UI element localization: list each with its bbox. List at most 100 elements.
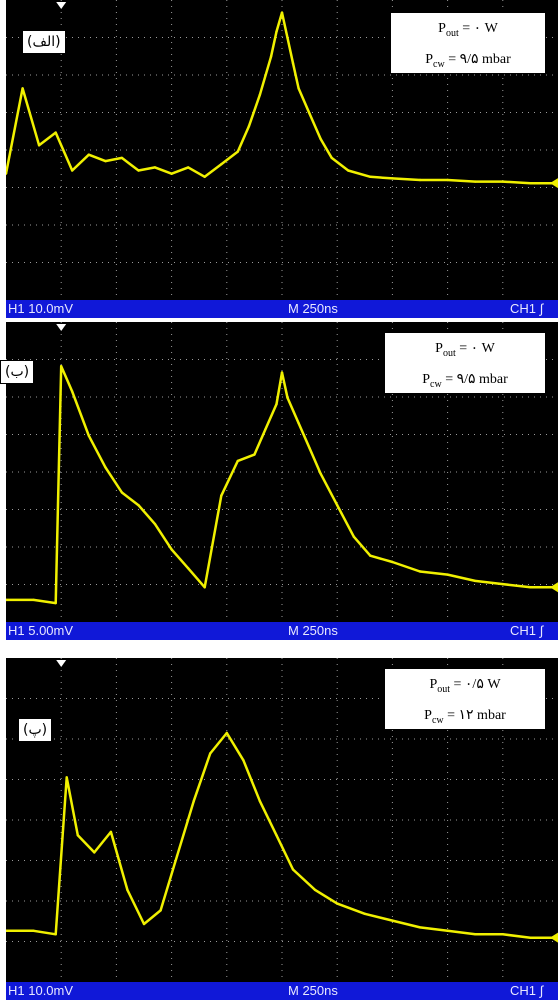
- legend-pout-subscript: out: [445, 27, 459, 39]
- timebase-pe: M 250ns: [288, 983, 338, 998]
- data-point: [220, 163, 223, 166]
- data-point: [32, 929, 35, 932]
- data-point: [275, 834, 278, 837]
- data-point: [209, 752, 212, 755]
- data-point: [54, 933, 57, 936]
- data-point: [501, 180, 504, 183]
- data-point: [275, 30, 278, 33]
- data-point: [391, 177, 394, 180]
- data-point: [142, 922, 146, 926]
- trigger-position-icon: [56, 324, 67, 331]
- legend-pout-alef: Pout = ۰ W: [397, 16, 539, 47]
- legend-pcw-subscript: cw: [433, 58, 445, 70]
- data-point: [297, 421, 300, 425]
- data-point: [369, 175, 372, 178]
- legend-pcw-pe: Pcw = ۱۲ mbar: [391, 703, 539, 734]
- data-point: [347, 169, 350, 172]
- data-point: [137, 504, 140, 507]
- trigger-level-icon: [550, 178, 558, 189]
- data-point: [87, 153, 91, 156]
- data-point: [153, 166, 157, 169]
- data-point: [104, 159, 107, 163]
- data-point: [313, 888, 317, 892]
- data-point: [418, 178, 422, 182]
- legend-box-pe: Pout = ۰/۵ W Pcw = ۱۲ mbar: [384, 668, 546, 730]
- data-point: [529, 586, 532, 589]
- data-point: [529, 936, 532, 939]
- data-point: [54, 131, 57, 134]
- legend-box-be: Pout = ۰ W Pcw = ۹/۵ mbar: [384, 332, 546, 394]
- panel-label-be: (ب): [0, 360, 35, 384]
- data-point: [220, 494, 223, 497]
- legend-box-alef: Pout = ۰ W Pcw = ۹/۵ mbar: [390, 12, 546, 74]
- data-point: [76, 834, 80, 837]
- data-point: [308, 112, 311, 115]
- data-point: [71, 169, 74, 172]
- legend-pout-subscript: out: [437, 683, 451, 695]
- data-point: [446, 178, 449, 182]
- data-point: [297, 87, 300, 90]
- data-point: [203, 175, 206, 178]
- data-point: [54, 601, 57, 605]
- legend-pcw-symbol: P: [424, 707, 432, 723]
- data-point: [159, 909, 162, 912]
- legend-pout-value: = ۰ W: [462, 21, 498, 36]
- data-point: [6, 598, 8, 602]
- data-point: [336, 504, 339, 507]
- data-point: [363, 912, 366, 915]
- trigger-alef: CH1 ∫: [510, 301, 544, 316]
- channel-scale-be: H1 5.00mV: [8, 623, 74, 638]
- data-point: [286, 396, 289, 399]
- data-point: [187, 166, 190, 169]
- data-point: [258, 800, 262, 803]
- data-point: [104, 466, 107, 469]
- data-point: [242, 759, 245, 762]
- legend-pcw-value: = ۱۲ mbar: [447, 707, 506, 723]
- data-point: [418, 570, 422, 573]
- panel-label-alef: (الف): [22, 30, 66, 54]
- data-point: [65, 776, 68, 779]
- data-point: [418, 926, 422, 929]
- timebase-alef: M 250ns: [288, 301, 338, 316]
- data-point: [109, 830, 113, 834]
- data-point: [474, 579, 477, 583]
- timebase-be: M 250ns: [288, 623, 338, 638]
- data-point: [258, 93, 262, 96]
- data-point: [120, 156, 124, 160]
- data-point: [286, 36, 289, 40]
- legend-pcw-be: Pcw = ۹/۵ mbar: [391, 367, 539, 398]
- data-point: [501, 582, 504, 586]
- data-point: [153, 522, 157, 526]
- data-point: [308, 447, 311, 450]
- legend-pout-symbol: P: [429, 677, 438, 692]
- data-point: [187, 567, 190, 570]
- data-point: [352, 535, 355, 538]
- data-point: [264, 428, 267, 431]
- trigger-pe: CH1 ∫: [510, 983, 544, 998]
- data-point: [170, 172, 173, 175]
- data-point: [37, 144, 41, 147]
- data-point: [192, 800, 195, 803]
- trigger-position-icon: [56, 2, 67, 9]
- data-point: [474, 933, 477, 936]
- data-point: [369, 554, 372, 557]
- trigger-level-icon: [550, 582, 558, 593]
- data-point: [474, 180, 477, 183]
- data-point: [126, 888, 129, 892]
- scope-panel-alef: (الف) Pout = ۰ W Pcw = ۹/۵ mbar H1 10.0m…: [6, 0, 558, 318]
- data-point: [319, 137, 322, 141]
- legend-pcw-subscript: cw: [430, 378, 442, 390]
- data-point: [446, 929, 449, 932]
- data-point: [529, 182, 532, 185]
- channel-scale-pe: H1 10.0mV: [8, 983, 74, 998]
- data-point: [93, 851, 96, 854]
- data-point: [391, 919, 394, 922]
- legend-pout-be: Pout = ۰ W: [391, 336, 539, 367]
- data-point: [236, 150, 239, 153]
- status-bar-alef: H1 10.0mV M 250ns CH1 ∫: [6, 300, 558, 318]
- legend-pout-value: = ۰ W: [459, 341, 495, 356]
- data-point: [275, 402, 278, 406]
- data-point: [32, 598, 35, 602]
- data-point: [253, 453, 256, 456]
- data-point: [87, 434, 91, 437]
